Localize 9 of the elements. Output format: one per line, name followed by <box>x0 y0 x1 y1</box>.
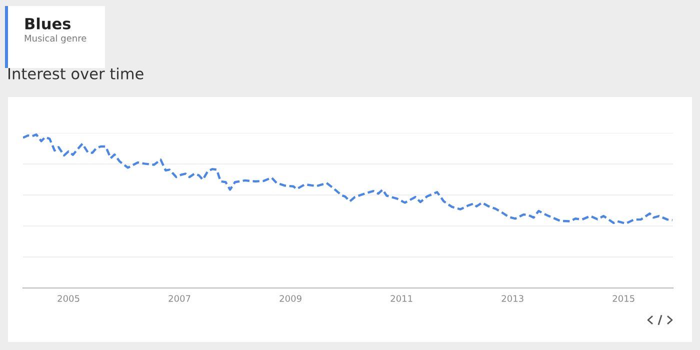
x-tick-label: 2011 <box>390 295 412 302</box>
text: Interest over time <box>8 68 144 80</box>
x-tick-label: 2009 <box>280 295 302 302</box>
x-tick-label: 2007 <box>168 295 190 302</box>
x-tick-label: 2015 <box>612 295 634 302</box>
x-tick-label: 2013 <box>502 295 524 302</box>
x-tick-label: 2005 <box>58 295 80 302</box>
chart-title: Blues <box>25 18 70 30</box>
chart-subtitle: Musical genre <box>24 34 86 44</box>
